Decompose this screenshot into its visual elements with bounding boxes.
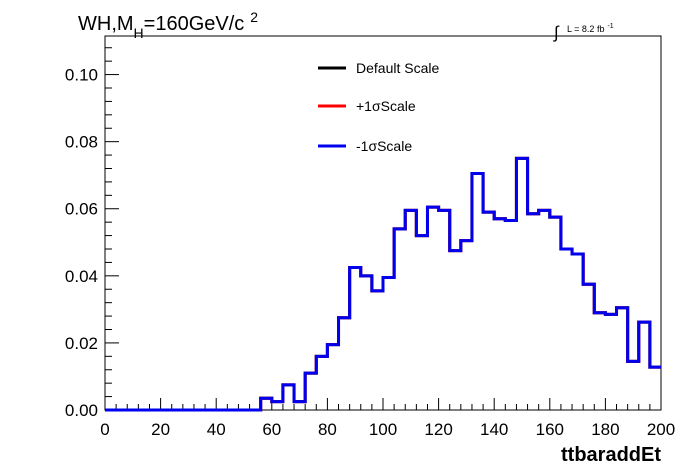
x-tick-label: 200 [647,420,675,439]
x-tick-label: 140 [480,420,508,439]
series-layer [105,156,661,412]
x-tick-label: 0 [100,420,109,439]
y-tick-label: 0.02 [65,334,98,353]
legend-label: +1σScale [356,98,416,114]
title-superscript: 2 [250,9,258,25]
x-tick-label: 160 [536,420,564,439]
x-tick-label: 20 [151,420,170,439]
x-axis-title: ttbaraddEt [561,444,661,466]
title-rest: =160GeV/c [144,13,245,35]
x-tick-label: 120 [424,420,452,439]
chart-title: WH,MH=160GeV/c 2 [78,9,258,41]
x-tick-label: 80 [318,420,337,439]
lumi-text: L = 8.2 fb [567,24,604,34]
x-tick-label: 60 [262,420,281,439]
y-tick-label: 0.00 [65,401,98,420]
legend: Default Scale +1σScale -1σScale [318,60,439,154]
y-tick-label: 0.04 [65,267,98,286]
y-tick-label: 0.10 [65,66,98,85]
y-tick-label: 0.06 [65,200,98,219]
x-tick-label: 180 [591,420,619,439]
x-axis: 0 20 40 60 80 100 120 140 160 180 200 [100,398,675,439]
x-tick-label: 40 [207,420,226,439]
lumi-superscript: -1 [607,23,613,30]
title-subscript: H [134,25,144,41]
y-tick-label: 0.08 [65,133,98,152]
plot-frame [104,35,662,411]
lumi-integral-sign: ∫ [553,23,560,42]
y-axis: 0.00 0.02 0.04 0.06 0.08 0.10 [65,47,119,420]
legend-label: Default Scale [356,60,439,76]
legend-label: -1σScale [356,138,412,154]
x-tick-label: 100 [369,420,397,439]
histogram-series-2 [105,156,661,412]
title-main: WH,M [78,13,134,35]
lumi-label: L = 8.2 fb -1 [567,23,614,34]
